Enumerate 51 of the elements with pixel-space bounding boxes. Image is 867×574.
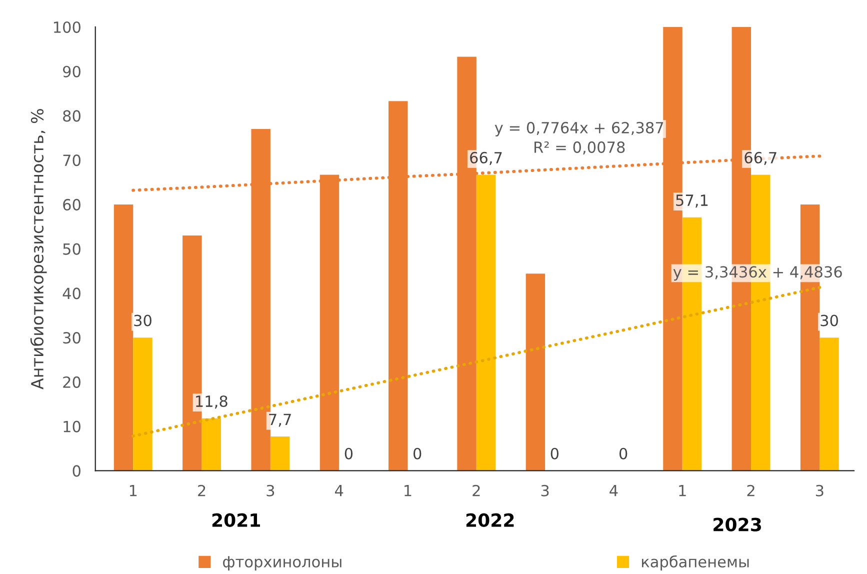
data-label: 66,7 <box>470 152 502 165</box>
y-axis-title: Антибиотикорезистентность, % <box>30 109 47 390</box>
y-tick-label: 30 <box>63 332 80 344</box>
y-tick-label: 40 <box>62 288 80 300</box>
x-tick-label: 1 <box>679 485 686 496</box>
x-tick-label: 4 <box>334 485 344 496</box>
bar <box>682 217 702 471</box>
y-tick-label: 100 <box>54 21 80 33</box>
bar <box>202 418 222 471</box>
y-tick-label: 20 <box>63 376 80 388</box>
data-label: 0 <box>550 448 559 460</box>
bar <box>114 204 134 471</box>
data-label: 7,7 <box>269 414 291 427</box>
data-label: 57,1 <box>676 194 708 208</box>
text: 2023 <box>714 518 761 532</box>
bar <box>476 174 496 471</box>
data-label: 0 <box>619 448 628 460</box>
data-label: 66,7 <box>744 152 776 165</box>
y-tick-label: 70 <box>63 154 80 166</box>
data-label: 0 <box>344 448 353 460</box>
x-tick-label: 3 <box>266 484 274 496</box>
bar <box>133 338 152 471</box>
x-tick-label: 2 <box>747 484 754 496</box>
legend-label: карбапенемы <box>642 555 749 570</box>
data-label: 11,8 <box>196 395 228 409</box>
x-tick-label: 3 <box>816 484 824 496</box>
legend-label: фторхинолоны <box>223 556 342 570</box>
y-tick-label: 60 <box>63 198 80 210</box>
bar <box>820 338 839 471</box>
x-tick-label: 4 <box>610 485 618 496</box>
bar <box>526 274 546 471</box>
data-label: 30 <box>134 314 152 326</box>
bar <box>270 436 290 471</box>
x-tick-label: 1 <box>130 485 137 496</box>
text: 2021 <box>212 513 260 527</box>
y-tick-label: 90 <box>63 66 80 78</box>
annotation: y = 3,3436x + 4,4836 <box>673 266 842 281</box>
y-tick-label: 80 <box>63 110 80 122</box>
text: 2022 <box>466 513 514 527</box>
y-tick-label: 50 <box>63 243 80 255</box>
line-series <box>132 286 822 438</box>
x-tick-label: 1 <box>404 485 412 496</box>
annotation: R² = 0,0078 <box>534 141 625 155</box>
annotation: y = 0,7764x + 62,387 <box>494 122 664 136</box>
data-label: 30 <box>820 314 838 326</box>
y-tick-label: 0 <box>72 465 80 477</box>
x-tick-label: 2 <box>198 484 206 496</box>
x-tick-label: 3 <box>541 484 549 496</box>
x-tick-label: 2 <box>472 484 480 496</box>
data-label: 0 <box>414 448 422 460</box>
y-tick-label: 10 <box>64 420 80 432</box>
